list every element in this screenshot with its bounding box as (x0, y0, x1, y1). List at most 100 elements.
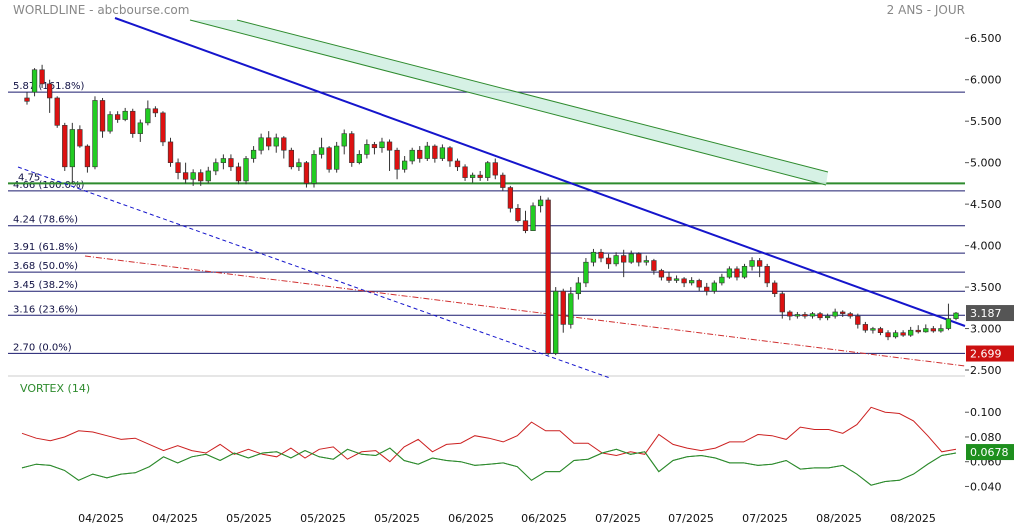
candle-body (651, 260, 657, 271)
candle-body (726, 268, 733, 278)
candle-body (54, 97, 60, 126)
candle-body (945, 318, 952, 329)
candle-body (326, 147, 332, 170)
chart-title: WORLDLINE - abcbourse.com (13, 3, 190, 17)
candle-body (296, 162, 302, 168)
x-tick-label: 05/2025 (226, 512, 272, 525)
candle-body (356, 154, 362, 163)
downtrend-line (114, 17, 966, 327)
candle-body (938, 328, 944, 332)
x-tick-label: 07/2025 (595, 512, 641, 525)
candle-body (575, 282, 581, 295)
candle-body (802, 314, 808, 317)
fib-label: 3.45 (38.2%) (13, 280, 78, 291)
y-tick-label: 3.500 (970, 281, 1002, 294)
vortex-tick-label: 0.100 (970, 406, 1002, 419)
candle-body (205, 170, 211, 182)
candle-body (681, 278, 687, 284)
vortex-plus-line (21, 447, 957, 486)
x-tick-label: 05/2025 (300, 512, 346, 525)
candle-body (454, 160, 461, 168)
x-tick-label: 04/2025 (152, 512, 198, 525)
candle-body (530, 205, 536, 231)
candle-body (515, 207, 521, 222)
last-price-value: 3.187 (970, 307, 1002, 320)
candle-body (696, 280, 702, 288)
candle-body (704, 286, 710, 292)
fib-label: 2.70 (0.0%) (13, 342, 72, 353)
channel-upper-line (236, 19, 829, 173)
vortex-tick-label: 0.040 (970, 480, 1002, 493)
candle-body (432, 145, 438, 159)
candle-body (756, 260, 763, 267)
candle-body (568, 293, 574, 325)
candle-body (930, 328, 936, 332)
candle-body (198, 172, 204, 182)
candle-body (175, 162, 181, 173)
candle-body (273, 137, 279, 147)
candle-body (39, 69, 45, 85)
candle-body (349, 133, 355, 163)
vortex-last-tag (966, 444, 1014, 461)
candle-body (235, 166, 242, 182)
indicator-title: VORTEX (14) (20, 382, 91, 395)
x-tick-label: 08/2025 (890, 512, 936, 525)
candle-body (92, 100, 98, 168)
low-marker-tag (966, 345, 1014, 362)
y-tick-label: 5.500 (970, 115, 1002, 128)
x-tick-label: 07/2025 (742, 512, 788, 525)
low-marker-value: 2.699 (970, 348, 1002, 361)
candle-body (318, 147, 325, 155)
candle-body (485, 162, 491, 178)
candle-body (658, 270, 665, 278)
candle-body (386, 141, 393, 151)
candle-body (794, 314, 801, 317)
fib-label: 3.91 (61.8%) (13, 242, 78, 253)
candle-body (303, 162, 310, 184)
y-tick-label: 2.500 (970, 364, 1002, 377)
y-tick-label: 6.000 (970, 74, 1002, 87)
channel-lower-line (189, 19, 827, 186)
candle-body (379, 141, 385, 149)
candle-body (107, 114, 113, 132)
candle-body (167, 141, 174, 163)
vortex-last-value: 0.0678 (970, 446, 1009, 459)
candle-body (892, 332, 899, 338)
candle-body (787, 311, 793, 317)
candle-body (537, 199, 544, 207)
candle-body (364, 144, 370, 155)
x-tick-label: 07/2025 (668, 512, 714, 525)
y-tick-label: 5.000 (970, 157, 1002, 170)
vortex-plus-line (21, 447, 957, 486)
candle-body (228, 158, 234, 168)
candle-body (99, 100, 106, 132)
candle-body (522, 220, 529, 231)
vortex-minus-line (21, 406, 957, 463)
candle-body (439, 147, 446, 159)
candle-body (424, 145, 430, 159)
candle-body (666, 276, 672, 281)
candle-body (281, 137, 287, 151)
y-tick-label: 3.000 (970, 323, 1002, 336)
candle-body (900, 332, 906, 336)
candle-body (130, 110, 136, 134)
candle-body (213, 162, 219, 172)
candle-body (545, 199, 551, 354)
trend-annotations (17, 17, 966, 379)
fib-label: 3.16 (23.6%) (13, 304, 78, 315)
candle-body (590, 251, 597, 263)
candlestick-series (24, 64, 959, 356)
candle-body (394, 149, 400, 170)
vortex-tick-label: 0.080 (970, 431, 1002, 444)
y-tick-label: 6.500 (970, 32, 1002, 45)
candle-body (507, 187, 514, 209)
last-price-tag (966, 305, 1014, 322)
period-label: 2 ANS - JOUR (886, 3, 965, 17)
candle-body (613, 255, 619, 265)
candle-body (500, 174, 506, 188)
fib-label: 3.68 (50.0%) (13, 261, 78, 272)
candle-body (288, 149, 294, 168)
candle-body (923, 328, 929, 333)
support-label: 4.75 (18, 172, 40, 183)
